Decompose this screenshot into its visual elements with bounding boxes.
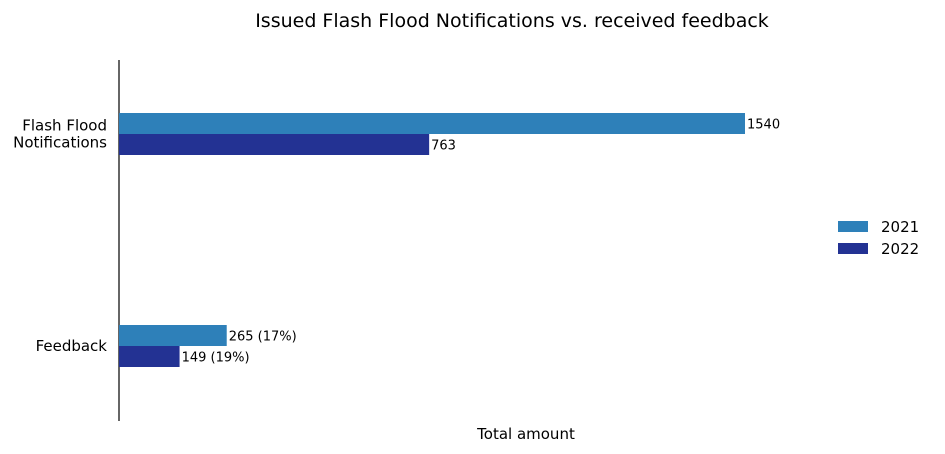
data-label-2022-1: 149 (19%) [182, 351, 250, 366]
category-label-0: Flash Flood Notifications [13, 117, 107, 152]
bars-group: 1540 763 265 (17%) 149 (19%) [119, 113, 780, 367]
chart-title: Issued Flash Flood Notifications vs. rec… [255, 10, 769, 32]
legend-swatch-2022 [838, 243, 868, 254]
bar-2022-0 [119, 134, 430, 155]
category-labels: Flash Flood Notifications Feedback [13, 117, 107, 356]
data-label-2021-0: 1540 [747, 118, 780, 133]
legend-label-2022: 2022 [881, 240, 919, 258]
bar-2022-1 [119, 346, 180, 367]
data-label-2021-1: 265 (17%) [229, 330, 297, 345]
bar-2021-1 [119, 325, 227, 346]
legend-swatch-2021 [838, 221, 868, 232]
legend-label-2021: 2021 [881, 218, 919, 236]
category-label-1: Feedback [36, 337, 108, 355]
x-axis-label: Total amount [476, 425, 575, 443]
data-label-2022-0: 763 [431, 139, 456, 154]
bar-2021-0 [119, 113, 745, 134]
legend: 2021 2022 [838, 218, 919, 258]
